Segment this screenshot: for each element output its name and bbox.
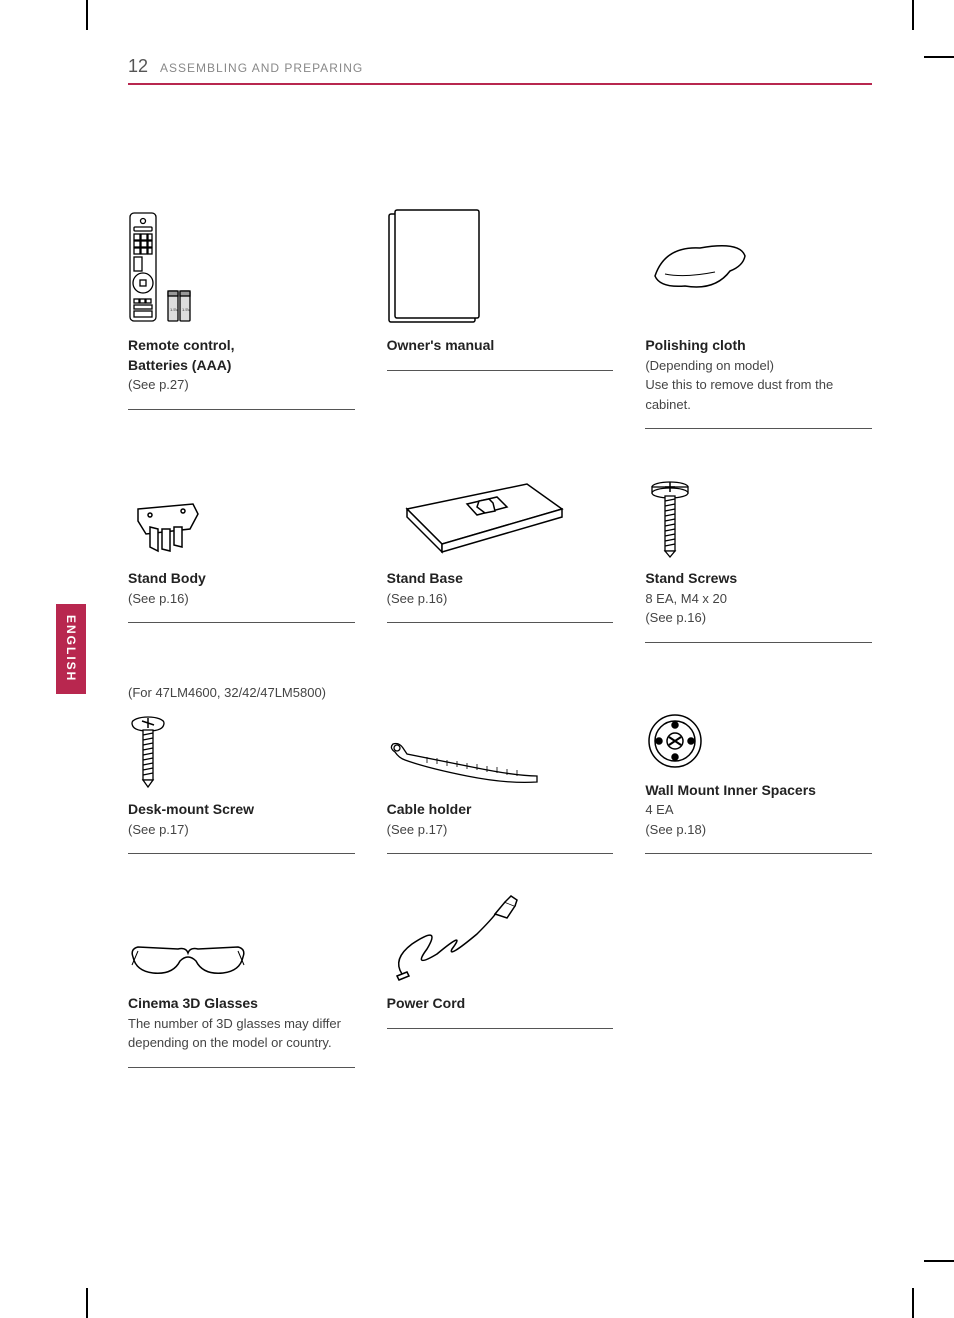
page-header: 12 ASSEMBLING AND PREPARING [128,56,872,85]
page-number: 12 [128,56,148,77]
crop-mark [924,1260,954,1262]
item-title: Owner's manual [387,336,614,356]
item-sub: (See p.16) [128,589,355,609]
stand-screws-icon [645,469,872,569]
glasses-icon [128,894,355,994]
item-sub: The number of 3D glasses may differ depe… [128,1014,355,1053]
item-title: Wall Mount Inner Spacers [645,781,872,801]
model-note: (For 47LM4600, 32/42/47LM5800) [128,683,355,703]
item-sub: (See p.17) [128,820,355,840]
item-sub: (Depending on model) Use this to remove … [645,356,872,415]
section-title: ASSEMBLING AND PREPARING [160,61,363,75]
item-sub: 4 EA (See p.18) [645,800,872,839]
item-title: Remote control, Batteries (AAA) [128,336,355,375]
cloth-icon [645,206,872,336]
item-sub: (See p.27) [128,375,355,395]
power-cord-icon [387,894,614,994]
manual-icon [387,206,614,336]
item-title: Power Cord [387,994,614,1014]
crop-mark [86,1288,88,1318]
item-title: Desk-mount Screw [128,800,355,820]
svg-text:1.5V: 1.5V [182,307,191,312]
crop-mark [924,56,954,58]
desk-screw-icon [128,710,355,800]
item-title: Cinema 3D Glasses [128,994,355,1014]
item-sub: (See p.16) [387,589,614,609]
svg-text:1.5V: 1.5V [170,307,179,312]
crop-mark [912,1288,914,1318]
spacers-icon [645,691,872,781]
item-title: Stand Screws [645,569,872,589]
item-title: Stand Body [128,569,355,589]
item-sub: (See p.17) [387,820,614,840]
item-sub: 8 EA, M4 x 20 (See p.16) [645,589,872,628]
stand-base-icon [387,469,614,569]
stand-body-icon [128,469,355,569]
crop-mark [912,0,914,30]
item-title: Cable holder [387,800,614,820]
remote-icon: 1.5V 1.5V [128,206,355,336]
item-title: Stand Base [387,569,614,589]
item-title: Polishing cloth [645,336,872,356]
crop-mark [86,0,88,30]
language-tab: ENGLISH [56,604,86,694]
cable-holder-icon [387,710,614,800]
